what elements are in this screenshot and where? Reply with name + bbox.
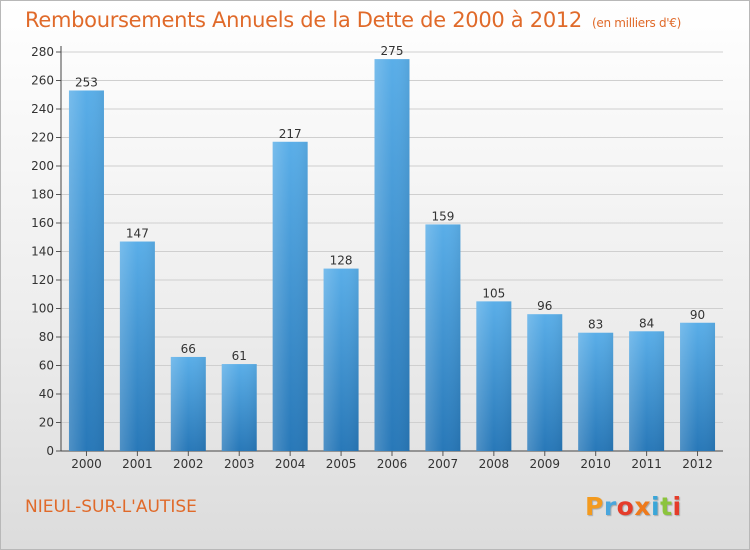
x-tick-label: 2000	[71, 457, 102, 471]
data-label: 90	[690, 308, 705, 322]
data-label: 83	[588, 318, 603, 332]
bar-shine	[221, 364, 257, 451]
x-tick-label: 2004	[275, 457, 306, 471]
data-label: 96	[537, 299, 552, 313]
y-tick-label: 280	[31, 45, 54, 59]
logo-letter: i	[651, 492, 661, 521]
bar-shine	[680, 322, 716, 451]
y-tick-label: 220	[31, 131, 54, 145]
logo-letter: i	[672, 492, 682, 521]
y-tick-label: 200	[31, 159, 54, 173]
bar-shine	[170, 356, 206, 451]
bar-shine	[119, 241, 155, 451]
y-tick-label: 120	[31, 273, 54, 287]
x-tick-label: 2002	[173, 457, 204, 471]
data-label: 84	[639, 316, 654, 330]
y-tick-label: 100	[31, 302, 54, 316]
data-label: 105	[482, 286, 505, 300]
data-label: 147	[126, 227, 149, 241]
x-tick-label: 2011	[631, 457, 662, 471]
chart-title: Remboursements Annuels de la Dette de 20…	[25, 8, 681, 32]
data-label: 275	[381, 44, 404, 58]
proxiti-logo[interactable]: Proxiti	[585, 492, 682, 521]
y-tick-label: 260	[31, 74, 54, 88]
y-tick-label: 40	[39, 387, 54, 401]
bar-shine	[68, 90, 104, 451]
bar-shine	[578, 332, 614, 451]
logo-letter: x	[634, 492, 651, 521]
y-tick-label: 0	[46, 444, 54, 458]
logo-letter: r	[603, 492, 617, 521]
bar-shine	[476, 301, 512, 451]
data-label: 253	[75, 75, 98, 89]
x-tick-label: 2003	[224, 457, 255, 471]
bar-shine	[425, 224, 461, 451]
bar-shine	[272, 141, 308, 451]
x-tick-label: 2012	[682, 457, 713, 471]
data-label: 159	[431, 209, 454, 223]
x-tick-label: 2006	[377, 457, 408, 471]
data-label: 217	[279, 127, 302, 141]
title-text: Remboursements Annuels de la Dette de 20…	[25, 8, 582, 32]
unit-label: (en milliers d'€)	[592, 16, 682, 30]
y-tick-label: 180	[31, 188, 54, 202]
x-tick-label: 2001	[122, 457, 153, 471]
data-label: 128	[330, 254, 353, 268]
y-tick-label: 20	[39, 416, 54, 430]
logo-letter: t	[660, 492, 673, 521]
x-tick-label: 2009	[529, 457, 560, 471]
bar-chart: 0 20 40 60 80 100 120 140 160 180 200 220 240 260 280 2…	[31, 44, 723, 471]
y-tick-label: 80	[39, 330, 54, 344]
bar-shine	[374, 59, 410, 451]
commune-name: NIEUL-SUR-L'AUTISE	[25, 497, 197, 517]
x-tick-label: 2008	[479, 457, 510, 471]
y-tick-label: 160	[31, 216, 54, 230]
y-tick-label: 140	[31, 245, 54, 259]
x-tick-label: 2007	[428, 457, 459, 471]
logo-letter: P	[585, 492, 604, 521]
bar-shine	[629, 331, 665, 451]
data-label: 66	[181, 342, 196, 356]
bar-shine	[527, 314, 563, 451]
x-tick-label: 2005	[326, 457, 357, 471]
data-label: 61	[232, 349, 247, 363]
y-tick-label: 60	[39, 359, 54, 373]
logo-letter: o	[616, 492, 635, 521]
y-tick-label: 240	[31, 102, 54, 116]
bar-shine	[323, 268, 359, 451]
x-tick-label: 2010	[580, 457, 611, 471]
